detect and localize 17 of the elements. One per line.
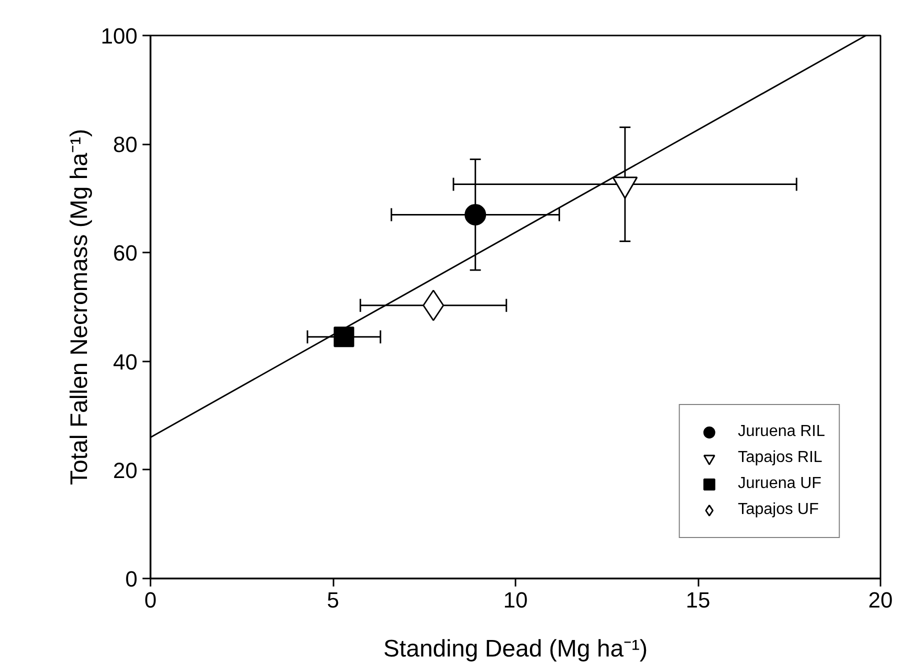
x-tick-label: 15 <box>686 588 710 612</box>
legend-label: Tapajos UF <box>738 501 819 519</box>
x-tick-label: 20 <box>868 588 893 612</box>
y-tick-label: 0 <box>125 566 138 592</box>
legend-label: Juruena RIL <box>738 423 825 441</box>
y-tick-label: 60 <box>113 240 138 266</box>
y-tick-label: 40 <box>113 349 138 374</box>
legend-label: Tapajos RIL <box>738 449 822 467</box>
x-tick-label: 5 <box>326 588 340 612</box>
x-axis-title: Standing Dead (Mg ha⁻¹) <box>383 636 648 662</box>
y-tick-label: 20 <box>113 458 138 483</box>
y-tick-label: 80 <box>113 132 138 158</box>
x-tick-label: 0 <box>144 588 157 612</box>
y-tick-label: 100 <box>100 24 138 48</box>
x-tick-label: 10 <box>503 588 528 612</box>
legend-label: Juruena UF <box>738 475 822 493</box>
y-axis-title: Total Fallen Necromass (Mg ha⁻¹) <box>66 128 93 486</box>
